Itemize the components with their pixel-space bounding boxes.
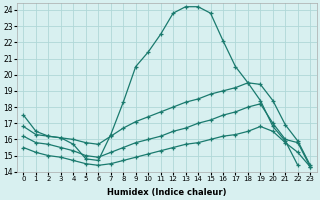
X-axis label: Humidex (Indice chaleur): Humidex (Indice chaleur): [107, 188, 227, 197]
